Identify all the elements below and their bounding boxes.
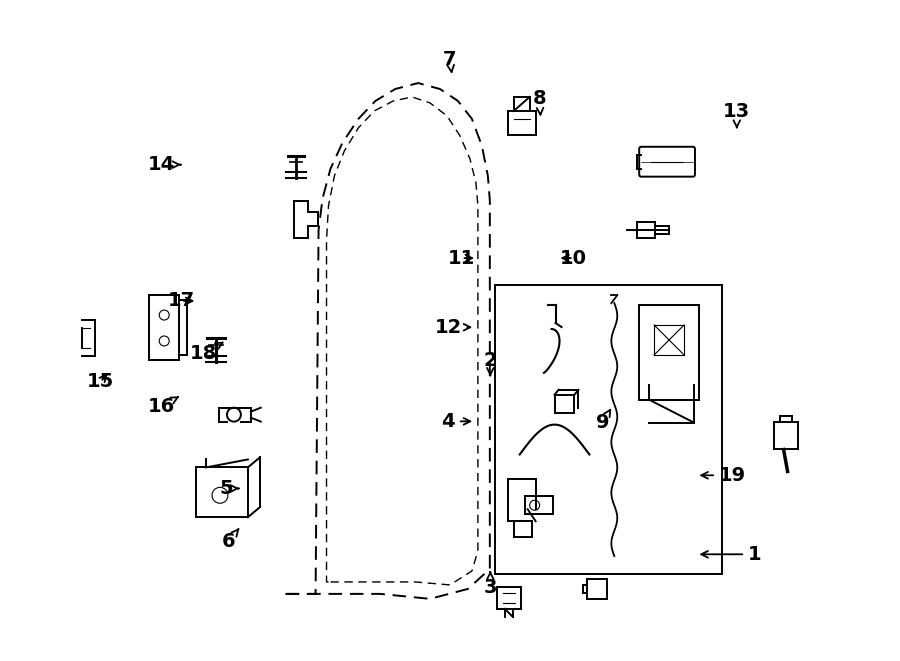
Text: 11: 11 xyxy=(448,249,475,268)
Text: 10: 10 xyxy=(560,249,587,268)
Text: 18: 18 xyxy=(190,342,223,363)
Text: 2: 2 xyxy=(483,350,497,375)
Text: 1: 1 xyxy=(701,545,761,564)
Text: 19: 19 xyxy=(701,466,746,485)
Text: 3: 3 xyxy=(483,572,497,597)
Text: 15: 15 xyxy=(87,372,114,391)
Text: 9: 9 xyxy=(596,410,610,432)
Text: 6: 6 xyxy=(221,529,239,551)
Text: 7: 7 xyxy=(443,50,456,72)
Text: 14: 14 xyxy=(148,155,181,174)
Text: 13: 13 xyxy=(724,102,751,128)
Bar xyxy=(495,285,722,574)
Text: 4: 4 xyxy=(441,412,471,431)
Text: 8: 8 xyxy=(533,89,546,115)
Text: 12: 12 xyxy=(435,318,471,336)
Text: 16: 16 xyxy=(148,397,178,416)
Text: 5: 5 xyxy=(219,479,238,498)
Text: 17: 17 xyxy=(167,292,194,311)
